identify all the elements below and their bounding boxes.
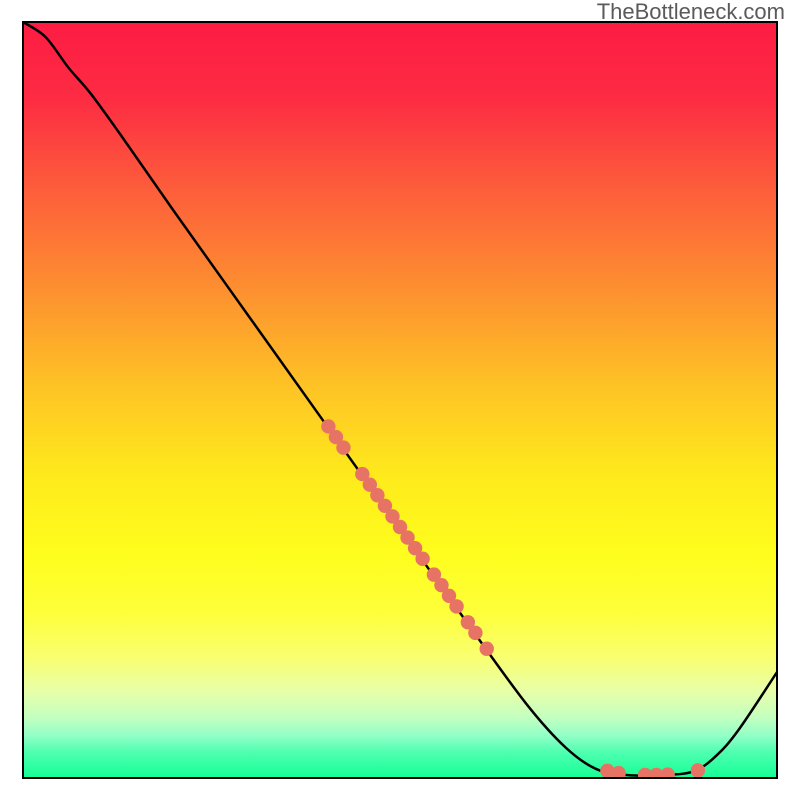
- gradient-background: [23, 22, 777, 778]
- data-marker: [415, 552, 429, 566]
- data-marker: [336, 440, 350, 454]
- data-marker: [660, 767, 674, 781]
- data-marker: [480, 642, 494, 656]
- data-marker: [449, 599, 463, 613]
- chart-root: TheBottleneck.com: [0, 0, 800, 800]
- data-marker: [691, 763, 705, 777]
- data-marker: [468, 626, 482, 640]
- bottleneck-chart: [0, 0, 800, 800]
